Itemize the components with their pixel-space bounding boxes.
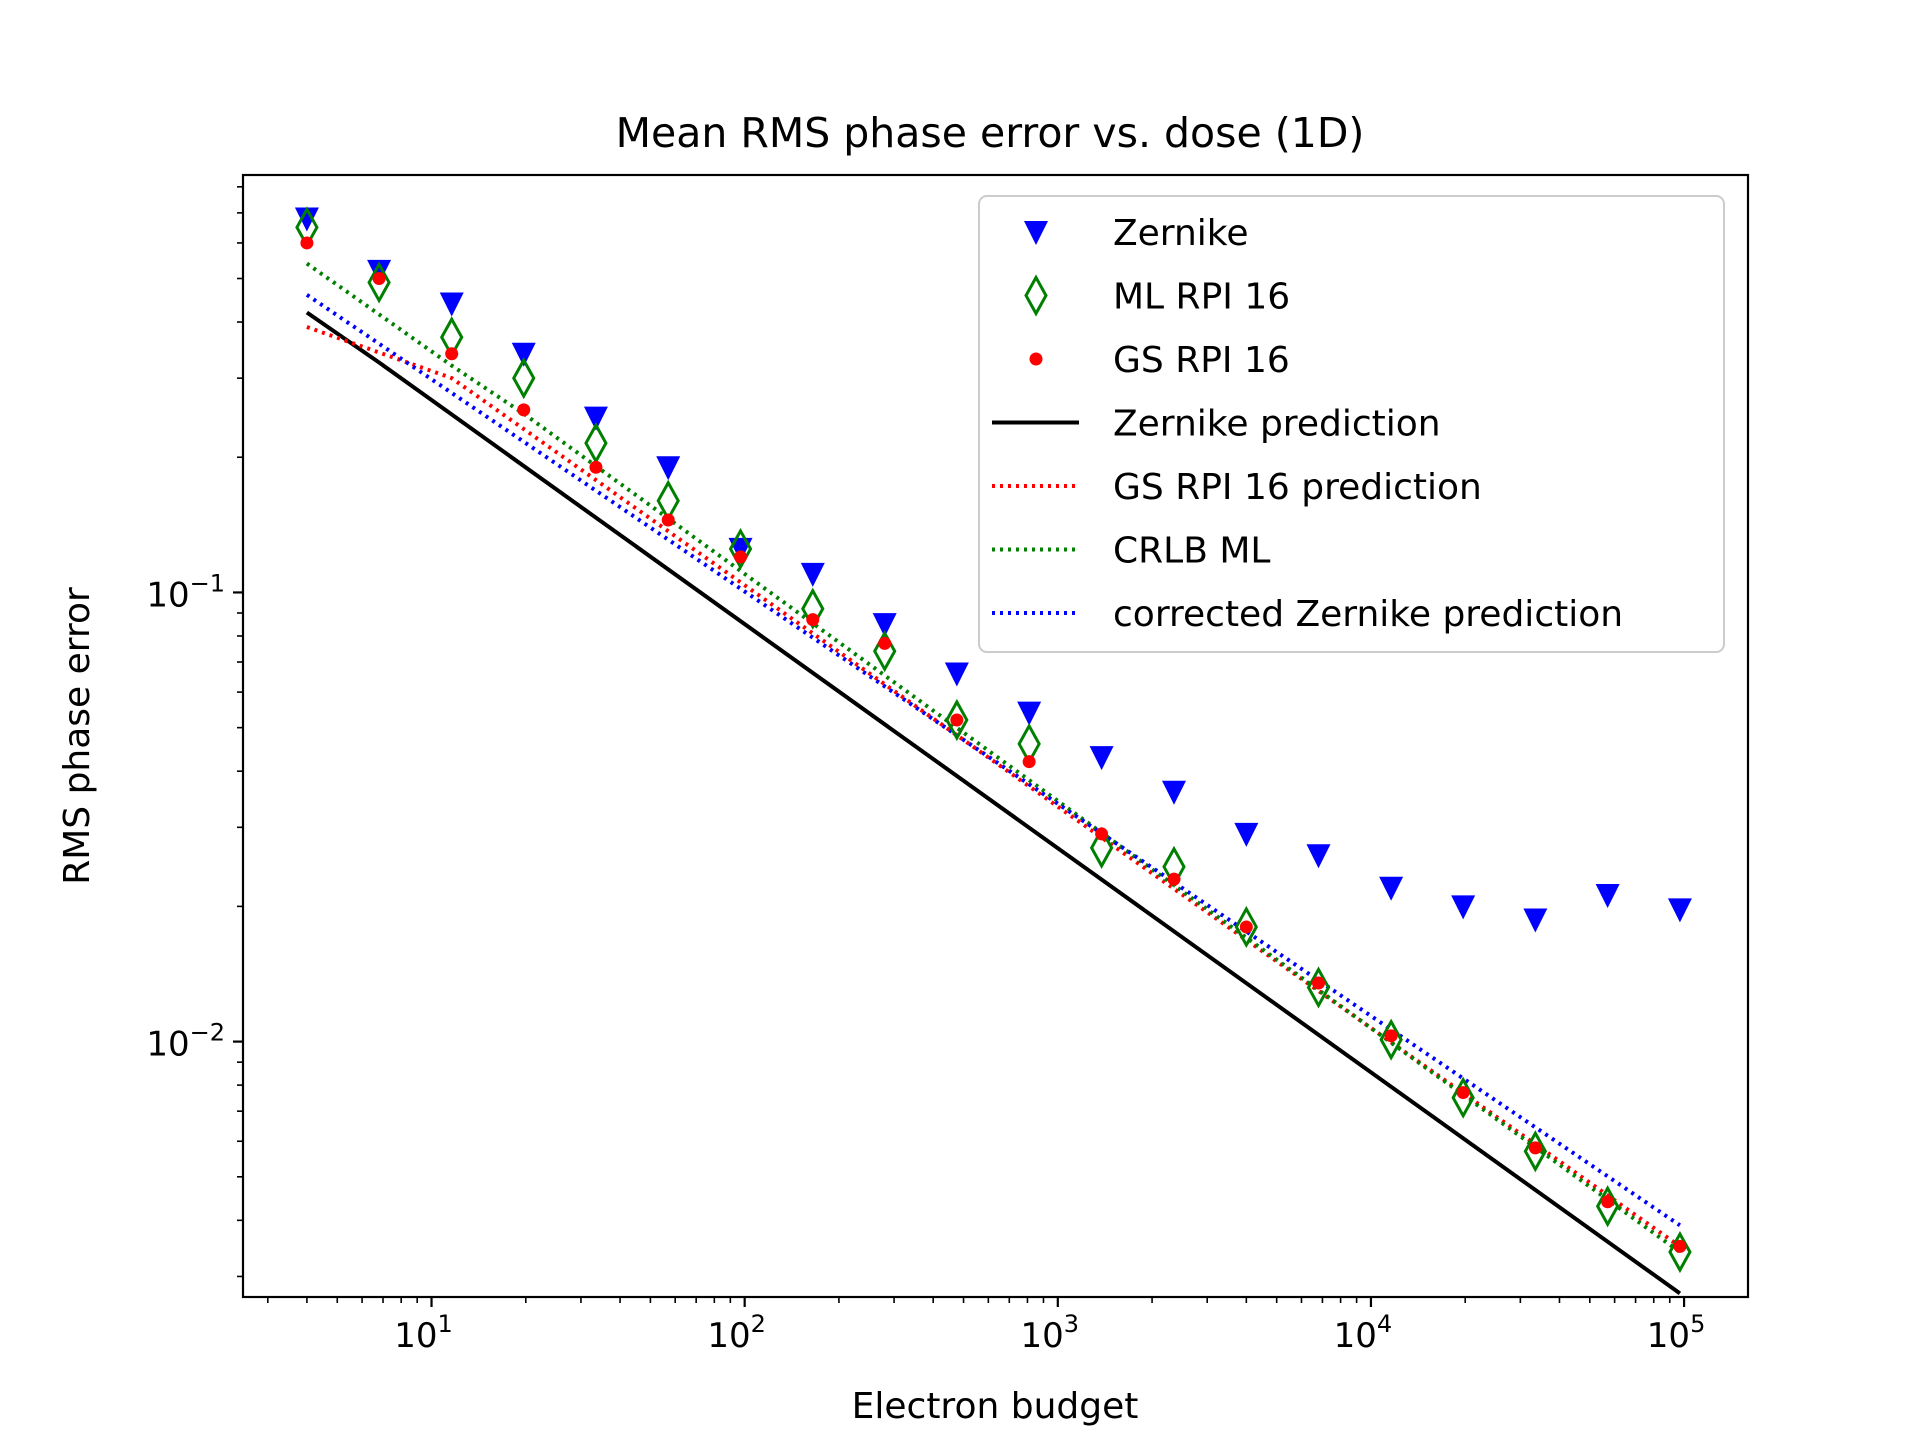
zernike-point-10 [944, 662, 969, 687]
legend-label-corrected-zernike-prediction: corrected Zernike prediction [1113, 594, 1623, 635]
gs-rpi-16-point-16 [1384, 1029, 1398, 1043]
gs-rpi-16-point-11 [1022, 755, 1036, 769]
x-tick-label-1: 101 [394, 1310, 453, 1356]
ml-rpi-16-point-9 [872, 630, 897, 673]
gs-rpi-16-point-9 [878, 636, 892, 650]
zernike-point-14 [1234, 822, 1259, 847]
legend-item-corrected-zernike-prediction: corrected Zernike prediction [992, 594, 1623, 635]
zernike-prediction-line [305, 310, 1682, 1296]
zernike-point-2 [367, 259, 392, 284]
ml-rpi-16-point-7 [728, 527, 753, 571]
legend-item-ml-rpi-16: ML RPI 16 [1024, 274, 1290, 318]
zernike-point-13 [1162, 780, 1187, 805]
series-gs-rpi-16-prediction [306, 325, 1682, 1249]
series-layer [294, 206, 1692, 1296]
legend-label-ml-rpi-16: ML RPI 16 [1113, 277, 1290, 318]
legend-item-zernike: Zernike [1024, 213, 1249, 254]
gs-rpi-16-point-10 [950, 713, 964, 727]
zernike-point-6 [656, 456, 681, 481]
x-tick-label-5: 105 [1647, 1310, 1706, 1356]
y-axis-ticks: 10−1 10−2 [146, 186, 243, 1278]
ml-rpi-16-point-2 [367, 261, 391, 304]
y-axis-label: RMS phase error [57, 587, 98, 885]
zernike-point-17 [1451, 895, 1476, 920]
gs-rpi-16-point-4 [517, 403, 531, 417]
legend-label-gs-rpi-16-prediction: GS RPI 16 prediction [1113, 467, 1482, 508]
legend-item-gs-rpi-16-prediction: GS RPI 16 prediction [992, 467, 1482, 508]
ml-rpi-16-point-10 [945, 698, 969, 742]
series-zernike-prediction [305, 310, 1682, 1296]
legend-label-gs-rpi-16: GS RPI 16 [1113, 340, 1290, 381]
legend-label-crlb-ml: CRLB ML [1113, 531, 1270, 572]
zernike-point-16 [1379, 876, 1404, 901]
series-gs-rpi-16 [300, 236, 1687, 1253]
zernike-point-8 [800, 562, 825, 587]
gs-rpi-16-point-15 [1311, 976, 1325, 990]
legend-label-zernike: Zernike [1113, 213, 1249, 254]
gs-rpi-16-point-3 [445, 347, 459, 361]
zernike-point-4 [511, 342, 536, 367]
gs-rpi-16-point-12 [1095, 827, 1109, 841]
series-zernike [294, 207, 1692, 933]
x-tick-label-4: 104 [1334, 1310, 1393, 1356]
x-tick-label-2: 102 [707, 1310, 766, 1356]
gs-rpi-16-point-6 [661, 513, 675, 527]
zernike-point-3 [439, 292, 464, 317]
gs-rpi-16-point-5 [589, 460, 603, 474]
ml-rpi-16-point-8 [801, 587, 825, 630]
legend: Zernike ML RPI 16 GS RPI 16 Zernike predict… [978, 195, 1725, 653]
gs-rpi-16-point-20 [1673, 1239, 1687, 1253]
x-axis-ticks: 101 102 103 104 105 [266, 1297, 1706, 1356]
gs-rpi-16-point-19 [1601, 1195, 1615, 1209]
gs-rpi-16-point-7 [734, 550, 748, 564]
ml-rpi-16-point-14 [1234, 905, 1259, 949]
axes-frame [241, 173, 1750, 1299]
gs-rpi-16-point-2 [372, 272, 386, 286]
legend-frame [978, 195, 1725, 653]
ml-rpi-16-point-16 [1379, 1018, 1403, 1061]
gs-rpi-16-point-18 [1528, 1141, 1542, 1155]
gs-rpi-16-point-1 [300, 236, 314, 250]
legend-item-gs-rpi-16: GS RPI 16 [1029, 340, 1290, 381]
ml-rpi-16-point-20 [1668, 1230, 1692, 1274]
legend-swatch-gs-rpi-16 [1029, 352, 1043, 366]
zernike-point-18 [1523, 908, 1548, 933]
zernike-point-5 [583, 406, 608, 431]
legend-swatch-zernike [1024, 221, 1048, 245]
zernike-point-19 [1595, 884, 1620, 909]
ml-rpi-16-point-12 [1089, 826, 1114, 869]
chart-title: Mean RMS phase error vs. dose (1D) [616, 109, 1365, 157]
zernike-point-12 [1089, 746, 1114, 771]
ml-rpi-16-point-17 [1451, 1076, 1475, 1119]
legend-swatch-ml-rpi-16 [1024, 274, 1048, 317]
gs-rpi-16-point-14 [1239, 920, 1253, 934]
zernike-point-11 [1017, 701, 1042, 726]
legend-item-zernike-prediction: Zernike prediction [992, 404, 1441, 445]
legend-label-zernike-prediction: Zernike prediction [1113, 404, 1441, 445]
ml-rpi-16-point-4 [512, 357, 536, 400]
zernike-point-1 [294, 207, 319, 232]
y-tick-label-2: 10−2 [146, 1019, 225, 1065]
gs-rpi-16-prediction-line [306, 325, 1682, 1249]
zernike-point-9 [872, 613, 897, 638]
ml-rpi-16-point-19 [1595, 1185, 1620, 1228]
plot-area [241, 173, 1750, 1299]
y-tick-label-1: 10−1 [146, 569, 225, 615]
gs-rpi-16-point-17 [1456, 1086, 1470, 1100]
x-axis-label: Electron budget [852, 1386, 1139, 1427]
gs-rpi-16-point-8 [806, 613, 820, 627]
gs-rpi-16-point-13 [1167, 872, 1181, 886]
zernike-point-15 [1306, 844, 1331, 869]
zernike-point-20 [1667, 898, 1692, 923]
x-tick-label-3: 103 [1021, 1310, 1080, 1356]
ml-rpi-16-point-15 [1306, 966, 1331, 1009]
legend-item-crlb-ml: CRLB ML [992, 531, 1270, 572]
ml-rpi-16-point-18 [1523, 1130, 1548, 1173]
